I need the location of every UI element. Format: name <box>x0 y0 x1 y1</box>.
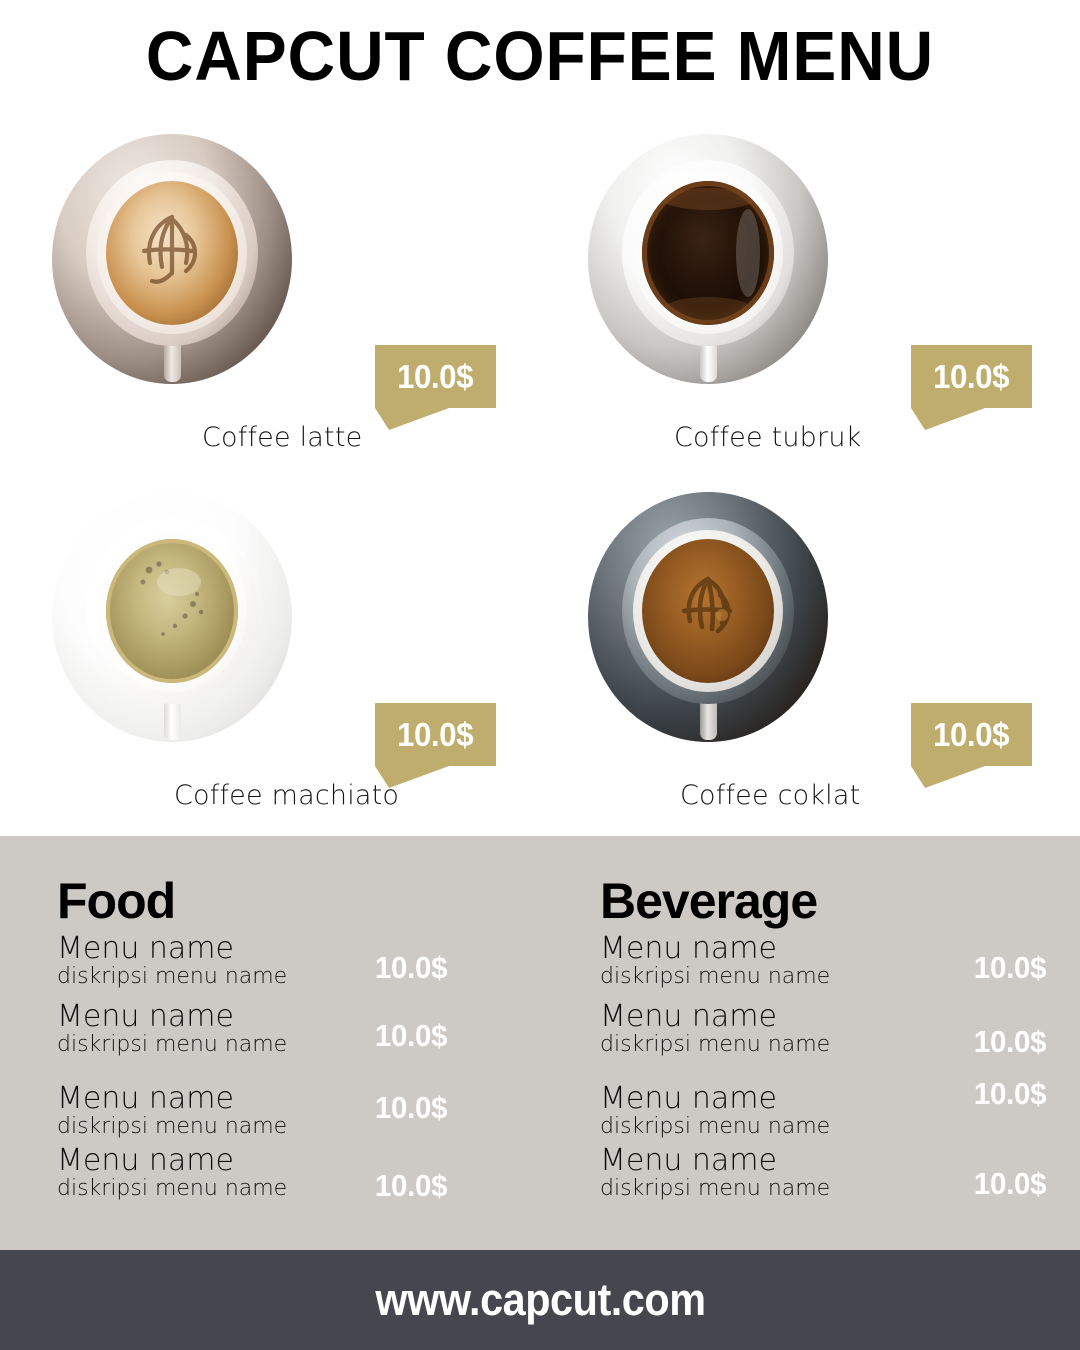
crema-foam-icon <box>662 188 760 321</box>
menu-item-name: Menu name <box>600 1143 777 1178</box>
coffee-surface <box>642 181 774 325</box>
menu-item-price: 10.0$ <box>973 950 1047 985</box>
coffee-surface <box>642 539 774 683</box>
menu-item-description: diskripsi menu name <box>600 963 831 989</box>
page-title: CAPCUT COFFEE MENU <box>145 17 935 95</box>
menu-item-text: Menu name diskripsi menu name <box>600 1143 930 1201</box>
menu-item-price: 10.0$ <box>374 1090 448 1125</box>
menu-item-price: 10.0$ <box>973 1024 1047 1059</box>
menu-panel: Food Menu name diskripsi menu name 10.0$… <box>0 836 1080 1250</box>
menu-item-name: Menu name <box>57 931 234 966</box>
product-label-coffee-latte: Coffee latte <box>202 422 363 453</box>
menu-item-price: 10.0$ <box>973 1076 1047 1111</box>
coffee-tubruk-image <box>588 134 828 394</box>
price-tag-coffee-machiato: 10.0$ <box>375 703 496 788</box>
menu-item-price: 10.0$ <box>973 1166 1047 1201</box>
footer-bar: www.capcut.com <box>0 1250 1080 1350</box>
coffee-machiato-image <box>52 492 292 752</box>
menu-item-description: diskripsi menu name <box>57 1031 288 1057</box>
price-value: 10.0$ <box>397 357 474 395</box>
price-value: 10.0$ <box>397 715 474 753</box>
menu-item-price: 10.0$ <box>374 950 448 985</box>
menu-item-description: diskripsi menu name <box>600 1031 831 1057</box>
product-card-coffee-machiato[interactable]: 10.0$ Coffee machiato <box>22 490 522 840</box>
coffee-surface <box>106 181 238 325</box>
price-tag-coffee-tubruk: 10.0$ <box>911 345 1032 430</box>
menu-column-heading: Beverage <box>600 873 818 929</box>
menu-item-price: 10.0$ <box>374 1168 448 1203</box>
menu-item-description: diskripsi menu name <box>600 1113 831 1139</box>
price-tag-tail <box>375 766 449 788</box>
menu-item-row[interactable]: Menu name diskripsi menu name 10.0$ <box>57 1072 527 1142</box>
menu-item-text: Menu name diskripsi menu name <box>600 931 930 989</box>
menu-item-row[interactable]: Menu name diskripsi menu name 10.0$ <box>600 1142 1070 1212</box>
menu-item-row[interactable]: Menu name diskripsi menu name 10.0$ <box>600 931 1070 1002</box>
product-label-coffee-coklat: Coffee coklat <box>680 780 861 811</box>
price-tag-box: 10.0$ <box>375 703 496 766</box>
price-tag-box: 10.0$ <box>375 345 496 408</box>
menu-item-row[interactable]: Menu name diskripsi menu name 10.0$ <box>57 1142 527 1212</box>
latte-art-icon <box>141 214 198 284</box>
cocoa-art-icon <box>681 576 733 634</box>
menu-item-name: Menu name <box>600 931 777 966</box>
menu-item-text: Menu name diskripsi menu name <box>600 1081 930 1139</box>
menu-item-description: diskripsi menu name <box>57 1175 288 1201</box>
price-tag-box: 10.0$ <box>911 345 1032 408</box>
price-value: 10.0$ <box>933 715 1010 753</box>
price-tag-tail <box>911 408 985 430</box>
menu-item-text: Menu name diskripsi menu name <box>600 999 930 1057</box>
menu-item-row[interactable]: Menu name diskripsi menu name 10.0$ <box>57 931 527 1002</box>
menu-item-name: Menu name <box>600 999 777 1034</box>
product-label-coffee-machiato: Coffee machiato <box>174 780 400 811</box>
product-card-coffee-coklat[interactable]: 10.0$ Coffee coklat <box>558 490 1058 840</box>
price-value: 10.0$ <box>933 357 1010 395</box>
product-grid: 10.0$ Coffee latte 10.0$ <box>0 132 1080 832</box>
menu-column-beverage: Beverage Menu name diskripsi menu name 1… <box>600 876 1070 1212</box>
price-tag-box: 10.0$ <box>911 703 1032 766</box>
price-tag-coffee-coklat: 10.0$ <box>911 703 1032 788</box>
price-tag-coffee-latte: 10.0$ <box>375 345 496 430</box>
coffee-latte-image <box>52 134 292 394</box>
coffee-surface <box>106 539 238 683</box>
menu-column-food: Food Menu name diskripsi menu name 10.0$… <box>57 876 527 1212</box>
menu-item-name: Menu name <box>600 1081 777 1116</box>
product-label-coffee-tubruk: Coffee tubruk <box>674 422 862 453</box>
product-card-coffee-tubruk[interactable]: 10.0$ Coffee tubruk <box>558 132 1058 482</box>
website-url[interactable]: www.capcut.com <box>374 1274 706 1325</box>
menu-item-row[interactable]: Menu name diskripsi menu name 10.0$ <box>57 999 527 1072</box>
menu-item-description: diskripsi menu name <box>57 963 288 989</box>
coffee-coklat-image <box>588 492 828 752</box>
menu-item-text: Menu name diskripsi menu name <box>57 1143 387 1201</box>
menu-item-price: 10.0$ <box>374 1018 448 1053</box>
menu-item-text: Menu name diskripsi menu name <box>57 931 387 989</box>
product-card-coffee-latte[interactable]: 10.0$ Coffee latte <box>22 132 522 482</box>
menu-item-description: diskripsi menu name <box>57 1113 288 1139</box>
price-tag-tail <box>911 766 985 788</box>
menu-item-row[interactable]: Menu name diskripsi menu name 10.0$ <box>600 1072 1070 1142</box>
menu-item-description: diskripsi menu name <box>600 1175 831 1201</box>
menu-item-name: Menu name <box>57 1081 234 1116</box>
menu-item-row[interactable]: Menu name diskripsi menu name 10.0$ <box>600 999 1070 1072</box>
foam-bubbles-icon <box>140 561 204 636</box>
menu-item-name: Menu name <box>57 999 234 1034</box>
menu-column-heading: Food <box>57 873 176 929</box>
menu-item-name: Menu name <box>57 1143 234 1178</box>
price-tag-tail <box>375 408 449 430</box>
menu-item-text: Menu name diskripsi menu name <box>57 999 387 1057</box>
menu-item-text: Menu name diskripsi menu name <box>57 1081 387 1139</box>
